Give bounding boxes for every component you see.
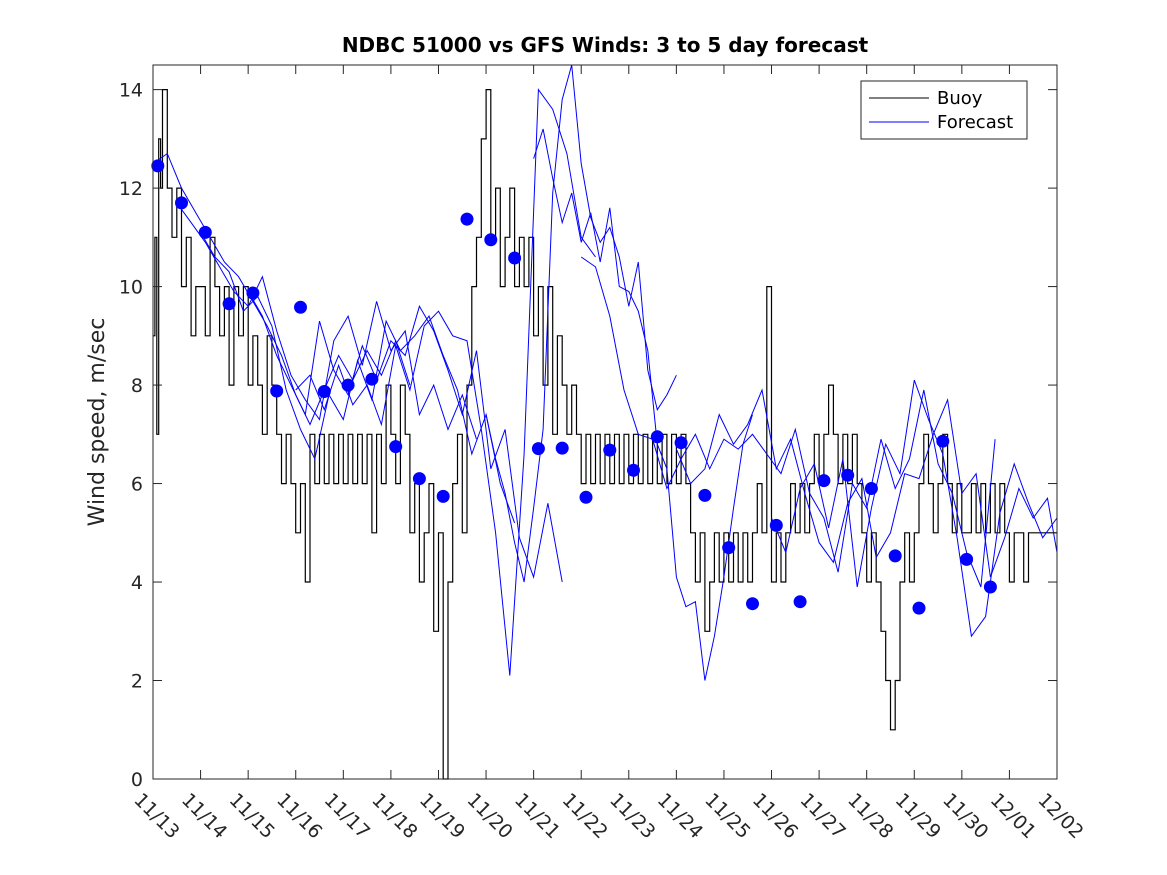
forecast-marker [412,472,426,486]
y-tick-label: 4 [131,572,143,594]
forecast-marker [912,601,926,615]
forecast-marker [769,518,783,532]
forecast-marker [746,597,759,611]
forecast-marker [151,159,165,173]
forecast-marker [983,580,997,594]
forecast-marker [270,384,284,398]
forecast-marker [579,490,593,504]
forecast-marker [484,233,498,247]
buoy-line [153,89,1057,780]
forecast-marker [175,196,188,210]
forecast-line-8 [580,256,996,588]
forecast-marker [555,441,569,455]
forecast-marker [531,442,545,456]
legend-buoy-label: Buoy [937,88,983,109]
legend-box [860,80,1028,140]
forecast-marker [817,474,831,488]
forecast-marker [389,440,403,454]
forecast-line-2 [176,202,477,440]
legend: Buoy Forecast [860,80,1028,140]
forecast-line-9 [675,388,1058,578]
forecast-marker [341,378,355,392]
forecast-marker [246,286,260,300]
forecast-line-4 [247,291,563,583]
forecast-series-group [152,64,1058,681]
forecast-marker [793,595,807,609]
forecast-marker [436,489,450,503]
forecast-marker [864,482,878,495]
forecast-marker [722,541,736,555]
forecast-marker [936,434,950,448]
forecast-line-1 [152,152,411,426]
forecast-marker [294,300,307,314]
y-tick-label: 6 [131,474,143,496]
forecast-marker [960,552,974,566]
y-tick-label: 14 [119,80,143,102]
forecast-marker [888,549,902,563]
forecast-line-6 [485,64,677,583]
plot-area [153,65,1057,779]
forecast-marker [650,430,664,444]
y-tick-label: 0 [131,769,143,791]
forecast-line-7 [533,128,753,681]
forecast-markers [151,159,997,615]
y-tick-label: 2 [131,671,143,693]
y-tick-label: 8 [131,375,143,397]
y-tick-label: 12 [119,178,143,200]
forecast-marker [460,212,474,226]
forecast-line-10 [771,379,1058,638]
forecast-marker [603,443,617,457]
forecast-marker [698,488,712,502]
forecast-marker [841,468,855,482]
y-axis: 0 2 4 6 8 10 12 14 [119,80,1057,791]
buoy-series [153,89,1057,780]
forecast-marker [508,251,522,265]
y-axis-label: Wind speed, m/sec [85,318,110,527]
forecast-marker [222,297,236,311]
chart-title: NDBC 51000 vs GFS Winds: 3 to 5 day fore… [342,33,869,57]
y-tick-label: 10 [119,277,143,299]
forecast-marker [317,385,331,398]
forecast-marker [674,436,688,450]
forecast-marker [198,225,212,239]
legend-forecast-label: Forecast [937,112,1013,133]
plot-frame [152,64,1058,780]
forecast-marker [365,372,379,386]
forecast-marker [627,463,640,477]
